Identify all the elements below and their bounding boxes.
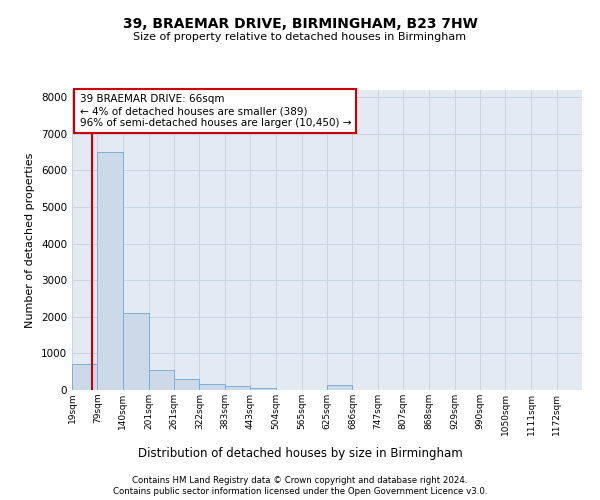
Y-axis label: Number of detached properties: Number of detached properties <box>25 152 35 328</box>
Text: Contains public sector information licensed under the Open Government Licence v3: Contains public sector information licen… <box>113 488 487 496</box>
Bar <box>97 152 123 390</box>
Text: Contains HM Land Registry data © Crown copyright and database right 2024.: Contains HM Land Registry data © Crown c… <box>132 476 468 485</box>
Bar <box>149 370 174 390</box>
Text: 39 BRAEMAR DRIVE: 66sqm
← 4% of detached houses are smaller (389)
96% of semi-de: 39 BRAEMAR DRIVE: 66sqm ← 4% of detached… <box>80 94 351 128</box>
Bar <box>225 386 250 390</box>
Bar <box>199 384 225 390</box>
Text: 39, BRAEMAR DRIVE, BIRMINGHAM, B23 7HW: 39, BRAEMAR DRIVE, BIRMINGHAM, B23 7HW <box>122 18 478 32</box>
Text: Size of property relative to detached houses in Birmingham: Size of property relative to detached ho… <box>133 32 467 42</box>
Text: Distribution of detached houses by size in Birmingham: Distribution of detached houses by size … <box>137 448 463 460</box>
Bar <box>250 388 276 390</box>
Bar <box>174 378 199 390</box>
Bar <box>123 313 149 390</box>
Bar <box>327 384 352 390</box>
Bar <box>72 364 97 390</box>
